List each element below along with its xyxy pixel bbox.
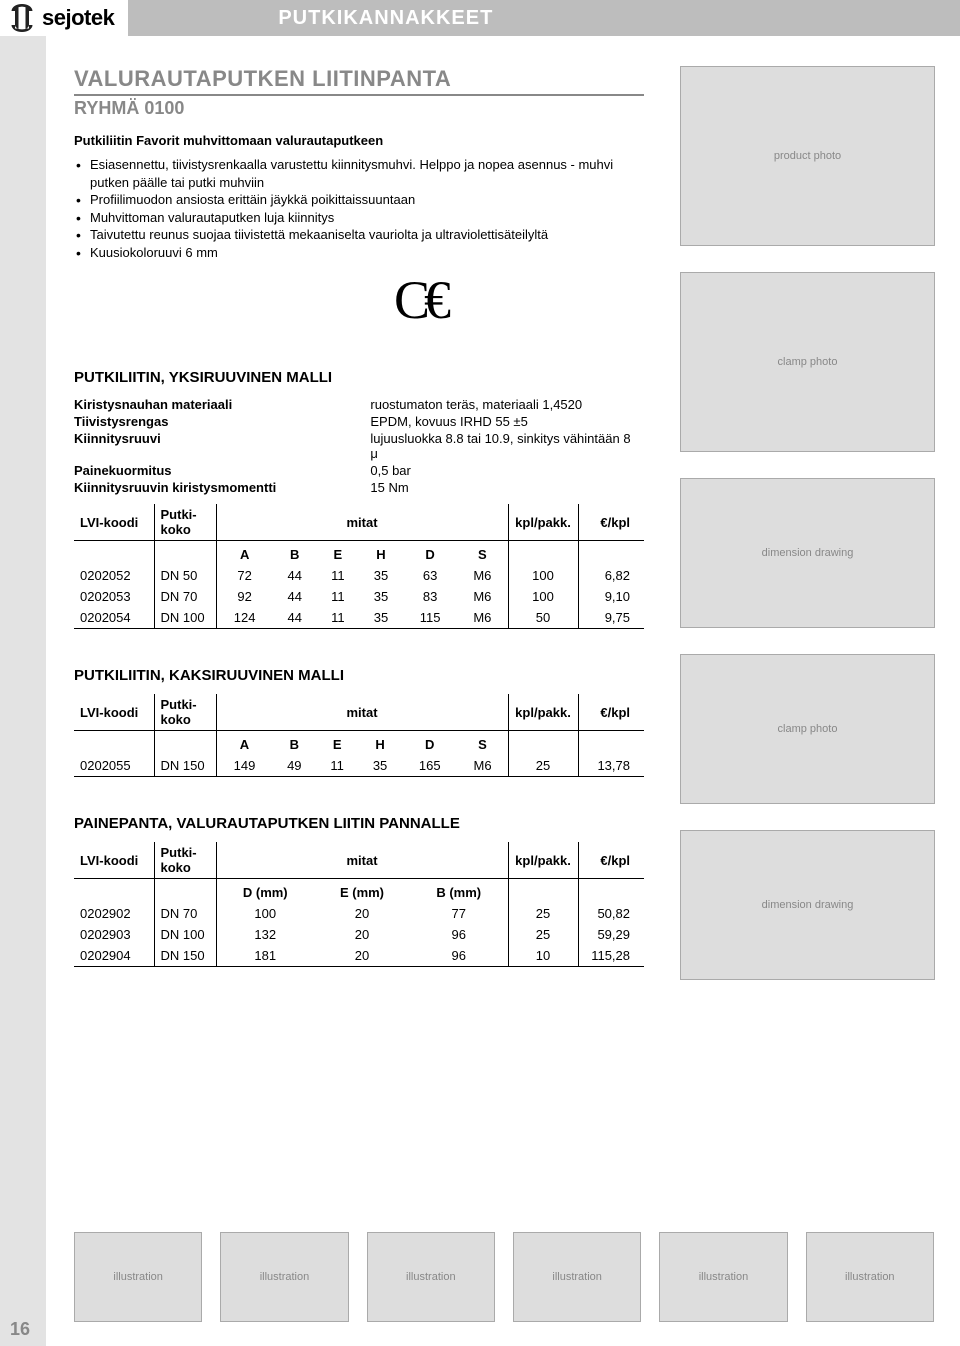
- spec-value: ruostumaton teräs, materiaali 1,4520: [370, 396, 644, 413]
- header-bar: sejotek PUTKIKANNAKKEET: [0, 0, 960, 36]
- logo: sejotek: [0, 0, 128, 36]
- th-mitat: mitat: [216, 842, 508, 879]
- dim-col: S: [458, 731, 508, 756]
- table2: LVI-koodi Putki-koko mitat kpl/pakk. €/k…: [74, 694, 644, 777]
- section3-title: PAINEPANTA, VALURAUTAPUTKEN LIITIN PANNA…: [74, 815, 644, 832]
- th-lvi: LVI-koodi: [74, 842, 154, 879]
- spec-label: Kiristysnauhan materiaali: [74, 396, 370, 413]
- spec-label: Kiinnitysruuvin kiristysmomentti: [74, 479, 370, 496]
- th-mitat: mitat: [216, 694, 508, 731]
- drawing-image: dimension drawing: [680, 478, 935, 628]
- feature-item: Esiasennettu, tiivistysrenkaalla varuste…: [74, 156, 644, 191]
- spec-label: Tiivistysrengas: [74, 413, 370, 430]
- table-row: 0202902 DN 70 100 20 77 25 50,82: [74, 903, 644, 924]
- dim-col: E: [317, 541, 359, 566]
- dim-col: D: [402, 731, 458, 756]
- page-number: 16: [10, 1319, 30, 1340]
- spec-table: Kiristysnauhan materiaaliruostumaton ter…: [74, 396, 644, 496]
- table-row: 0202054 DN 100 124 44 11 35 115 M6 50 9,…: [74, 607, 644, 629]
- th-size: Putki-koko: [154, 504, 216, 541]
- product-image: product photo: [680, 66, 935, 246]
- illustration: illustration: [659, 1232, 787, 1322]
- intro-text: Putkiliitin Favorit muhvittomaan valurau…: [74, 133, 644, 148]
- illustration: illustration: [74, 1232, 202, 1322]
- th-lvi: LVI-koodi: [74, 694, 154, 731]
- spec-value: EPDM, kovuus IRHD 55 ±5: [370, 413, 644, 430]
- illustration: illustration: [513, 1232, 641, 1322]
- logo-icon: [8, 4, 36, 32]
- dim-col: B: [273, 541, 317, 566]
- th-lvi: LVI-koodi: [74, 504, 154, 541]
- spec-label: Painekuormitus: [74, 462, 370, 479]
- th-eur: €/kpl: [578, 504, 644, 541]
- th-eur: €/kpl: [578, 694, 644, 731]
- table-row: 0202055 DN 150 149 49 11 35 165 M6 25 13…: [74, 755, 644, 777]
- dim-col: E: [316, 731, 358, 756]
- product-image: clamp photo: [680, 654, 935, 804]
- dim-col: H: [358, 731, 402, 756]
- product-image: clamp photo: [680, 272, 935, 452]
- main-content: VALURAUTAPUTKEN LIITINPANTA RYHMÄ 0100 P…: [74, 66, 644, 967]
- ce-mark-icon: C€: [394, 269, 644, 331]
- brand-text: sejotek: [42, 5, 114, 31]
- illustration: illustration: [806, 1232, 934, 1322]
- dim-col: S: [457, 541, 508, 566]
- spec-label: Kiinnitysruuvi: [74, 430, 370, 462]
- illustration: illustration: [367, 1232, 495, 1322]
- spec-value: lujuusluokka 8.8 tai 10.9, sinkitys vähi…: [370, 430, 644, 462]
- th-mitat: mitat: [216, 504, 508, 541]
- table-row: 0202903 DN 100 132 20 96 25 59,29: [74, 924, 644, 945]
- dim-col: B: [272, 731, 316, 756]
- group-code: RYHMÄ 0100: [74, 98, 644, 119]
- illustration: illustration: [220, 1232, 348, 1322]
- dim-col: D: [403, 541, 457, 566]
- bottom-illustrations: illustration illustration illustration i…: [74, 1232, 934, 1322]
- dim-col: A: [216, 541, 273, 566]
- table1: LVI-koodi Putki-koko mitat kpl/pakk. €/k…: [74, 504, 644, 629]
- feature-item: Profiilimuodon ansiosta erittäin jäykkä …: [74, 191, 644, 209]
- spec-value: 0,5 bar: [370, 462, 644, 479]
- section2-title: PUTKILIITIN, KAKSIRUUVINEN MALLI: [74, 667, 644, 684]
- spec-value: 15 Nm: [370, 479, 644, 496]
- feature-list: Esiasennettu, tiivistysrenkaalla varuste…: [74, 156, 644, 261]
- th-kpl: kpl/pakk.: [508, 694, 578, 731]
- th-size: Putki-koko: [154, 694, 216, 731]
- section1-title: PUTKILIITIN, YKSIRUUVINEN MALLI: [74, 369, 644, 386]
- dim-col: B (mm): [410, 879, 508, 904]
- table-row: 0202052 DN 50 72 44 11 35 63 M6 100 6,82: [74, 565, 644, 586]
- dim-col: H: [359, 541, 403, 566]
- th-kpl: kpl/pakk.: [508, 504, 578, 541]
- dim-col: A: [216, 731, 272, 756]
- feature-item: Muhvittoman valurautaputken luja kiinnit…: [74, 209, 644, 227]
- feature-item: Taivutettu reunus suojaa tiivistettä mek…: [74, 226, 644, 244]
- header-title: PUTKIKANNAKKEET: [278, 7, 493, 30]
- left-gutter: [0, 36, 46, 1346]
- dim-col: D (mm): [216, 879, 314, 904]
- drawing-image: dimension drawing: [680, 830, 935, 980]
- dim-col: E (mm): [314, 879, 410, 904]
- th-size: Putki-koko: [154, 842, 216, 879]
- right-column: product photo clamp photo dimension draw…: [680, 66, 935, 1006]
- feature-item: Kuusiokoloruuvi 6 mm: [74, 244, 644, 262]
- table-row: 0202904 DN 150 181 20 96 10 115,28: [74, 945, 644, 967]
- th-eur: €/kpl: [578, 842, 644, 879]
- table3: LVI-koodi Putki-koko mitat kpl/pakk. €/k…: [74, 842, 644, 967]
- th-kpl: kpl/pakk.: [508, 842, 578, 879]
- table-row: 0202053 DN 70 92 44 11 35 83 M6 100 9,10: [74, 586, 644, 607]
- page-title: VALURAUTAPUTKEN LIITINPANTA: [74, 66, 644, 96]
